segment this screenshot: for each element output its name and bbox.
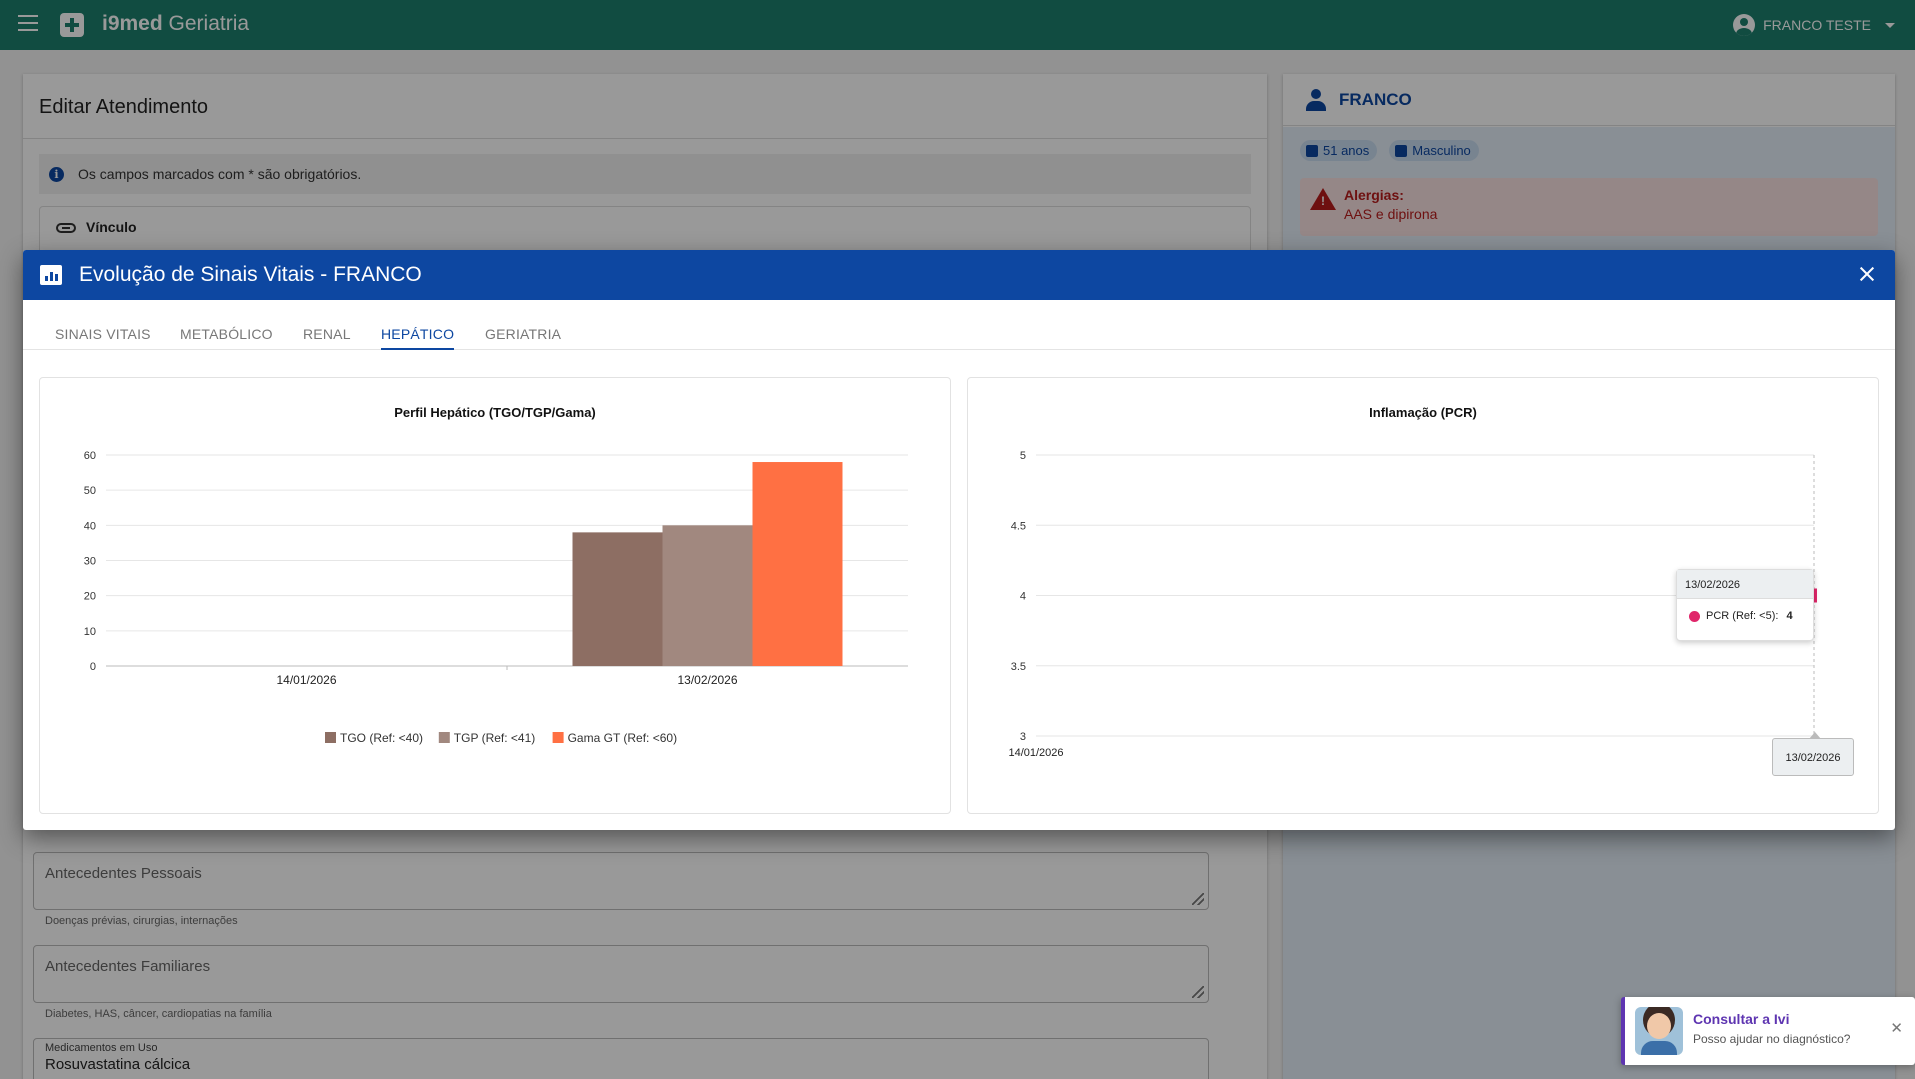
page-title: Editar Atendimento <box>39 96 208 118</box>
allergies-alert: Alergias: AAS e dipirona <box>1300 178 1878 236</box>
medicamentos-label: Medicamentos em Uso <box>45 1042 158 1054</box>
tooltip-label: PCR (Ref: <5): <box>1706 610 1779 622</box>
legend-swatch <box>438 732 450 743</box>
dialog-header: Evolução de Sinais Vitais - FRANCO <box>23 250 1895 300</box>
wc-icon <box>1395 144 1408 157</box>
close-icon[interactable] <box>1857 264 1877 284</box>
y-tick-label: 3 <box>1020 731 1026 743</box>
patient-name: FRANCO <box>1339 89 1412 109</box>
vital-signs-dialog: Evolução de Sinais Vitais - FRANCO SINAI… <box>23 250 1895 830</box>
antecedentes-pessoais-helper: Doenças prévias, cirurgias, internações <box>45 915 238 927</box>
ivi-avatar <box>1635 1007 1683 1055</box>
y-tick-label: 3.5 <box>1011 661 1026 673</box>
legend-label: TGO (Ref: <40) <box>340 731 423 745</box>
brand-rest: Geriatria <box>162 12 250 35</box>
pcr-point <box>1813 588 1817 603</box>
bar-tgp <box>662 525 753 666</box>
resize-handle-icon[interactable] <box>1192 893 1204 905</box>
legend-label: TGP (Ref: <41) <box>454 731 535 745</box>
divider <box>23 138 1267 139</box>
app-brand: i9med Geriatria <box>102 12 249 36</box>
age-chip: 51 anos <box>1300 140 1378 161</box>
tab-sinais-vitais[interactable]: SINAIS VITAIS <box>55 326 151 342</box>
x-tick-label: 14/01/2026 <box>276 673 336 687</box>
menu-icon[interactable] <box>18 15 38 31</box>
age-text: 51 anos <box>1323 143 1370 158</box>
x-tick-label: 14/01/2026 <box>1008 747 1063 759</box>
legend-label: Gama GT (Ref: <60) <box>568 731 677 745</box>
y-tick-label: 10 <box>84 626 96 638</box>
patient-header: FRANCO <box>1283 74 1895 126</box>
brand-bold: i9med <box>102 12 163 35</box>
tab-geriatria[interactable]: GERIATRIA <box>485 326 562 342</box>
bar-gama <box>752 462 843 666</box>
antecedentes-familiares-placeholder: Antecedentes Familiares <box>45 958 211 975</box>
y-tick-label: 4.5 <box>1011 520 1026 532</box>
y-tick-label: 20 <box>84 591 96 603</box>
y-tick-label: 4 <box>1020 591 1026 603</box>
ivi-assistant-toast[interactable]: Consultar a Ivi Posso ajudar no diagnóst… <box>1621 997 1915 1065</box>
antecedentes-familiares-helper: Diabetes, HAS, câncer, cardiopatias na f… <box>45 1008 272 1020</box>
legend-swatch <box>552 732 564 743</box>
liver-chart-title: Perfil Hepático (TGO/TGP/Gama) <box>394 405 596 420</box>
cake-icon <box>1306 144 1318 157</box>
info-icon: i <box>49 166 64 182</box>
medicamentos-field[interactable]: Medicamentos em Uso Rosuvastatina cálcic… <box>33 1038 1209 1079</box>
dialog-tabs: SINAIS VITAIS METABÓLICO RENAL HEPÁTICO … <box>23 300 1895 350</box>
ivi-close-icon[interactable]: ✕ <box>1890 1020 1903 1037</box>
tooltip-row: PCR (Ref: <5): 4 <box>1677 599 1813 622</box>
sex-chip: Masculino <box>1389 140 1479 161</box>
antecedentes-pessoais-field[interactable]: Antecedentes Pessoais <box>33 852 1209 910</box>
account-circle-icon <box>1733 14 1756 36</box>
pcr-tooltip: 13/02/2026 PCR (Ref: <5): 4 <box>1676 569 1814 641</box>
vinculo-label: Vínculo <box>86 219 137 235</box>
y-tick-label: 30 <box>84 556 96 568</box>
patient-chips: 51 anos Masculino <box>1300 140 1479 161</box>
y-tick-label: 40 <box>84 520 96 532</box>
y-tick-label: 50 <box>84 485 96 497</box>
tooltip-value: 4 <box>1786 610 1793 622</box>
bar-tgo <box>572 532 663 666</box>
required-notice-text: Os campos marcados com * são obrigatório… <box>78 166 362 182</box>
resize-handle-icon[interactable] <box>1192 986 1204 998</box>
ivi-title: Consultar a Ivi <box>1693 1011 1790 1027</box>
x-tick-label: 13/02/2026 <box>677 673 737 687</box>
person-icon <box>1305 88 1327 111</box>
ivi-subtitle: Posso ajudar no diagnóstico? <box>1693 1032 1851 1046</box>
allergies-value: AAS e dipirona <box>1344 206 1438 222</box>
antecedentes-pessoais-placeholder: Antecedentes Pessoais <box>45 865 202 882</box>
y-tick-label: 0 <box>90 661 96 673</box>
sex-text: Masculino <box>1412 143 1471 158</box>
y-tick-label: 5 <box>1020 450 1026 462</box>
tab-renal[interactable]: RENAL <box>303 326 351 342</box>
tooltip-date: 13/02/2026 <box>1677 570 1813 599</box>
antecedentes-familiares-field[interactable]: Antecedentes Familiares <box>33 945 1209 1003</box>
legend-swatch <box>325 732 336 743</box>
link-icon <box>56 223 76 233</box>
tab-metabolico[interactable]: METABÓLICO <box>180 326 273 342</box>
user-menu-button[interactable]: FRANCO TESTE <box>1733 14 1895 36</box>
bar-chart-icon <box>40 265 62 285</box>
medicamentos-value: Rosuvastatina cálcica <box>45 1056 191 1073</box>
series-dot-icon <box>1689 610 1700 622</box>
liver-bar-chart: 0 10 20 30 40 50 60 14/01/2026 13/02/2026 TGO (Re… <box>84 450 908 745</box>
dialog-title: Evolução de Sinais Vitais - FRANCO <box>79 263 422 286</box>
pcr-chart-title: Inflamação (PCR) <box>1369 405 1477 420</box>
allergies-label: Alergias: <box>1344 187 1404 203</box>
liver-chart-card: Perfil Hepático (TGO/TGP/Gama) 0 10 20 30 40… <box>39 377 951 814</box>
y-tick-label: 60 <box>84 450 96 462</box>
medical-cross-logo-icon <box>60 13 84 37</box>
pcr-line-chart: 3 3.5 4 4.5 5 14/01/2026 <box>1008 450 1817 759</box>
caret-down-icon <box>1885 22 1895 28</box>
required-fields-notice: i Os campos marcados com * são obrigatór… <box>39 154 1251 194</box>
app-bar: i9med Geriatria FRANCO TESTE <box>0 0 1915 50</box>
tab-hepatico[interactable]: HEPÁTICO <box>381 300 455 350</box>
crosshair-x-label: 13/02/2026 <box>1772 732 1854 776</box>
warning-icon <box>1310 188 1336 210</box>
user-name: FRANCO TESTE <box>1763 17 1871 33</box>
